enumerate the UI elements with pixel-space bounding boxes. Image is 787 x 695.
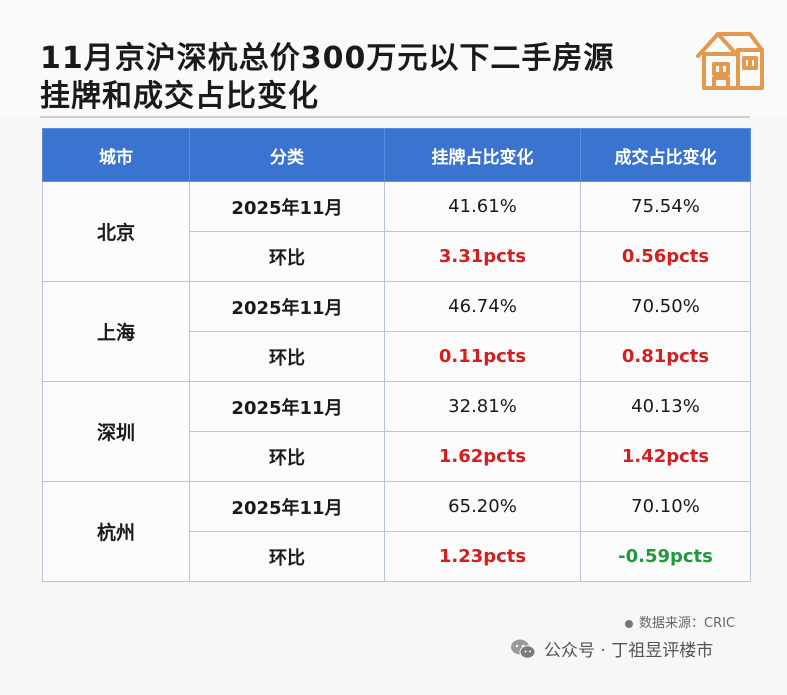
table-row: 环比 3.31pcts 0.56pcts xyxy=(43,231,751,282)
deal-cell: 40.13% xyxy=(580,381,751,432)
table-row: 上海 2025年11月 46.74% 70.50% xyxy=(42,281,751,382)
listing-mom-cell: 1.23pcts xyxy=(384,531,581,582)
footer-text: 公众号 · 丁祖昱评楼市 xyxy=(544,641,714,661)
header-listing-change: 挂牌占比变化 xyxy=(384,128,581,182)
header-deal-change: 成交占比变化 xyxy=(580,128,751,182)
listing-cell: 65.20% xyxy=(384,481,581,532)
city-cell: 上海 xyxy=(42,281,190,382)
mom-label-cell: 环比 xyxy=(189,531,385,582)
footer-attribution: 公众号 · 丁祖昱评楼市 xyxy=(510,636,713,661)
table-row: 环比 1.62pcts 1.42pcts xyxy=(43,431,751,482)
city-cell: 深圳 xyxy=(42,381,190,482)
mom-label-cell: 环比 xyxy=(189,231,385,282)
period-cell: 2025年11月 xyxy=(189,181,385,232)
deal-mom-cell: -0.59pcts xyxy=(580,531,751,582)
header-category: 分类 xyxy=(189,128,385,182)
page-title: 11月京沪深杭总价300万元以下二手房源 挂牌和成交占比变化 xyxy=(40,41,615,114)
data-table: 城市 分类 挂牌占比变化 成交占比变化 北京 2025年11月 41.61% 7… xyxy=(42,128,751,582)
data-source: 数据来源：CRIC xyxy=(625,612,735,631)
listing-cell: 41.61% xyxy=(384,181,581,232)
deal-cell: 75.54% xyxy=(580,181,751,232)
table-row: 杭州 2025年11月 65.20% 70.10% xyxy=(42,481,751,582)
city-cell: 杭州 xyxy=(42,481,190,582)
bullet-icon xyxy=(625,619,633,628)
listing-cell: 32.81% xyxy=(384,381,581,432)
listing-mom-cell: 1.62pcts xyxy=(384,431,581,482)
deal-mom-cell: 0.56pcts xyxy=(580,231,751,282)
table-row: 北京 2025年11月 41.61% 75.54% xyxy=(42,181,751,282)
mom-label-cell: 环比 xyxy=(189,431,385,482)
deal-mom-cell: 1.42pcts xyxy=(580,431,751,482)
header-city: 城市 xyxy=(42,128,190,182)
period-cell: 2025年11月 xyxy=(189,381,385,432)
title-divider xyxy=(40,116,750,118)
table-header-row: 城市 分类 挂牌占比变化 成交占比变化 xyxy=(42,128,751,182)
source-text: 数据来源：CRIC xyxy=(639,616,736,631)
mom-label-cell: 环比 xyxy=(189,331,385,382)
listing-mom-cell: 0.11pcts xyxy=(384,331,581,382)
house-icon xyxy=(696,32,764,90)
deal-cell: 70.50% xyxy=(580,281,751,332)
period-cell: 2025年11月 xyxy=(189,481,385,532)
wechat-icon xyxy=(511,639,536,659)
listing-mom-cell: 3.31pcts xyxy=(384,231,581,282)
table-row: 深圳 2025年11月 32.81% 40.13% xyxy=(42,381,751,482)
city-cell: 北京 xyxy=(42,181,190,282)
table-row: 环比 0.11pcts 0.81pcts xyxy=(43,331,751,382)
period-cell: 2025年11月 xyxy=(189,281,385,332)
deal-cell: 70.10% xyxy=(580,481,751,532)
listing-cell: 46.74% xyxy=(384,281,581,332)
header: 11月京沪深杭总价300万元以下二手房源 挂牌和成交占比变化 xyxy=(0,0,787,118)
deal-mom-cell: 0.81pcts xyxy=(580,331,751,382)
table-row: 环比 1.23pcts -0.59pcts xyxy=(43,531,751,582)
